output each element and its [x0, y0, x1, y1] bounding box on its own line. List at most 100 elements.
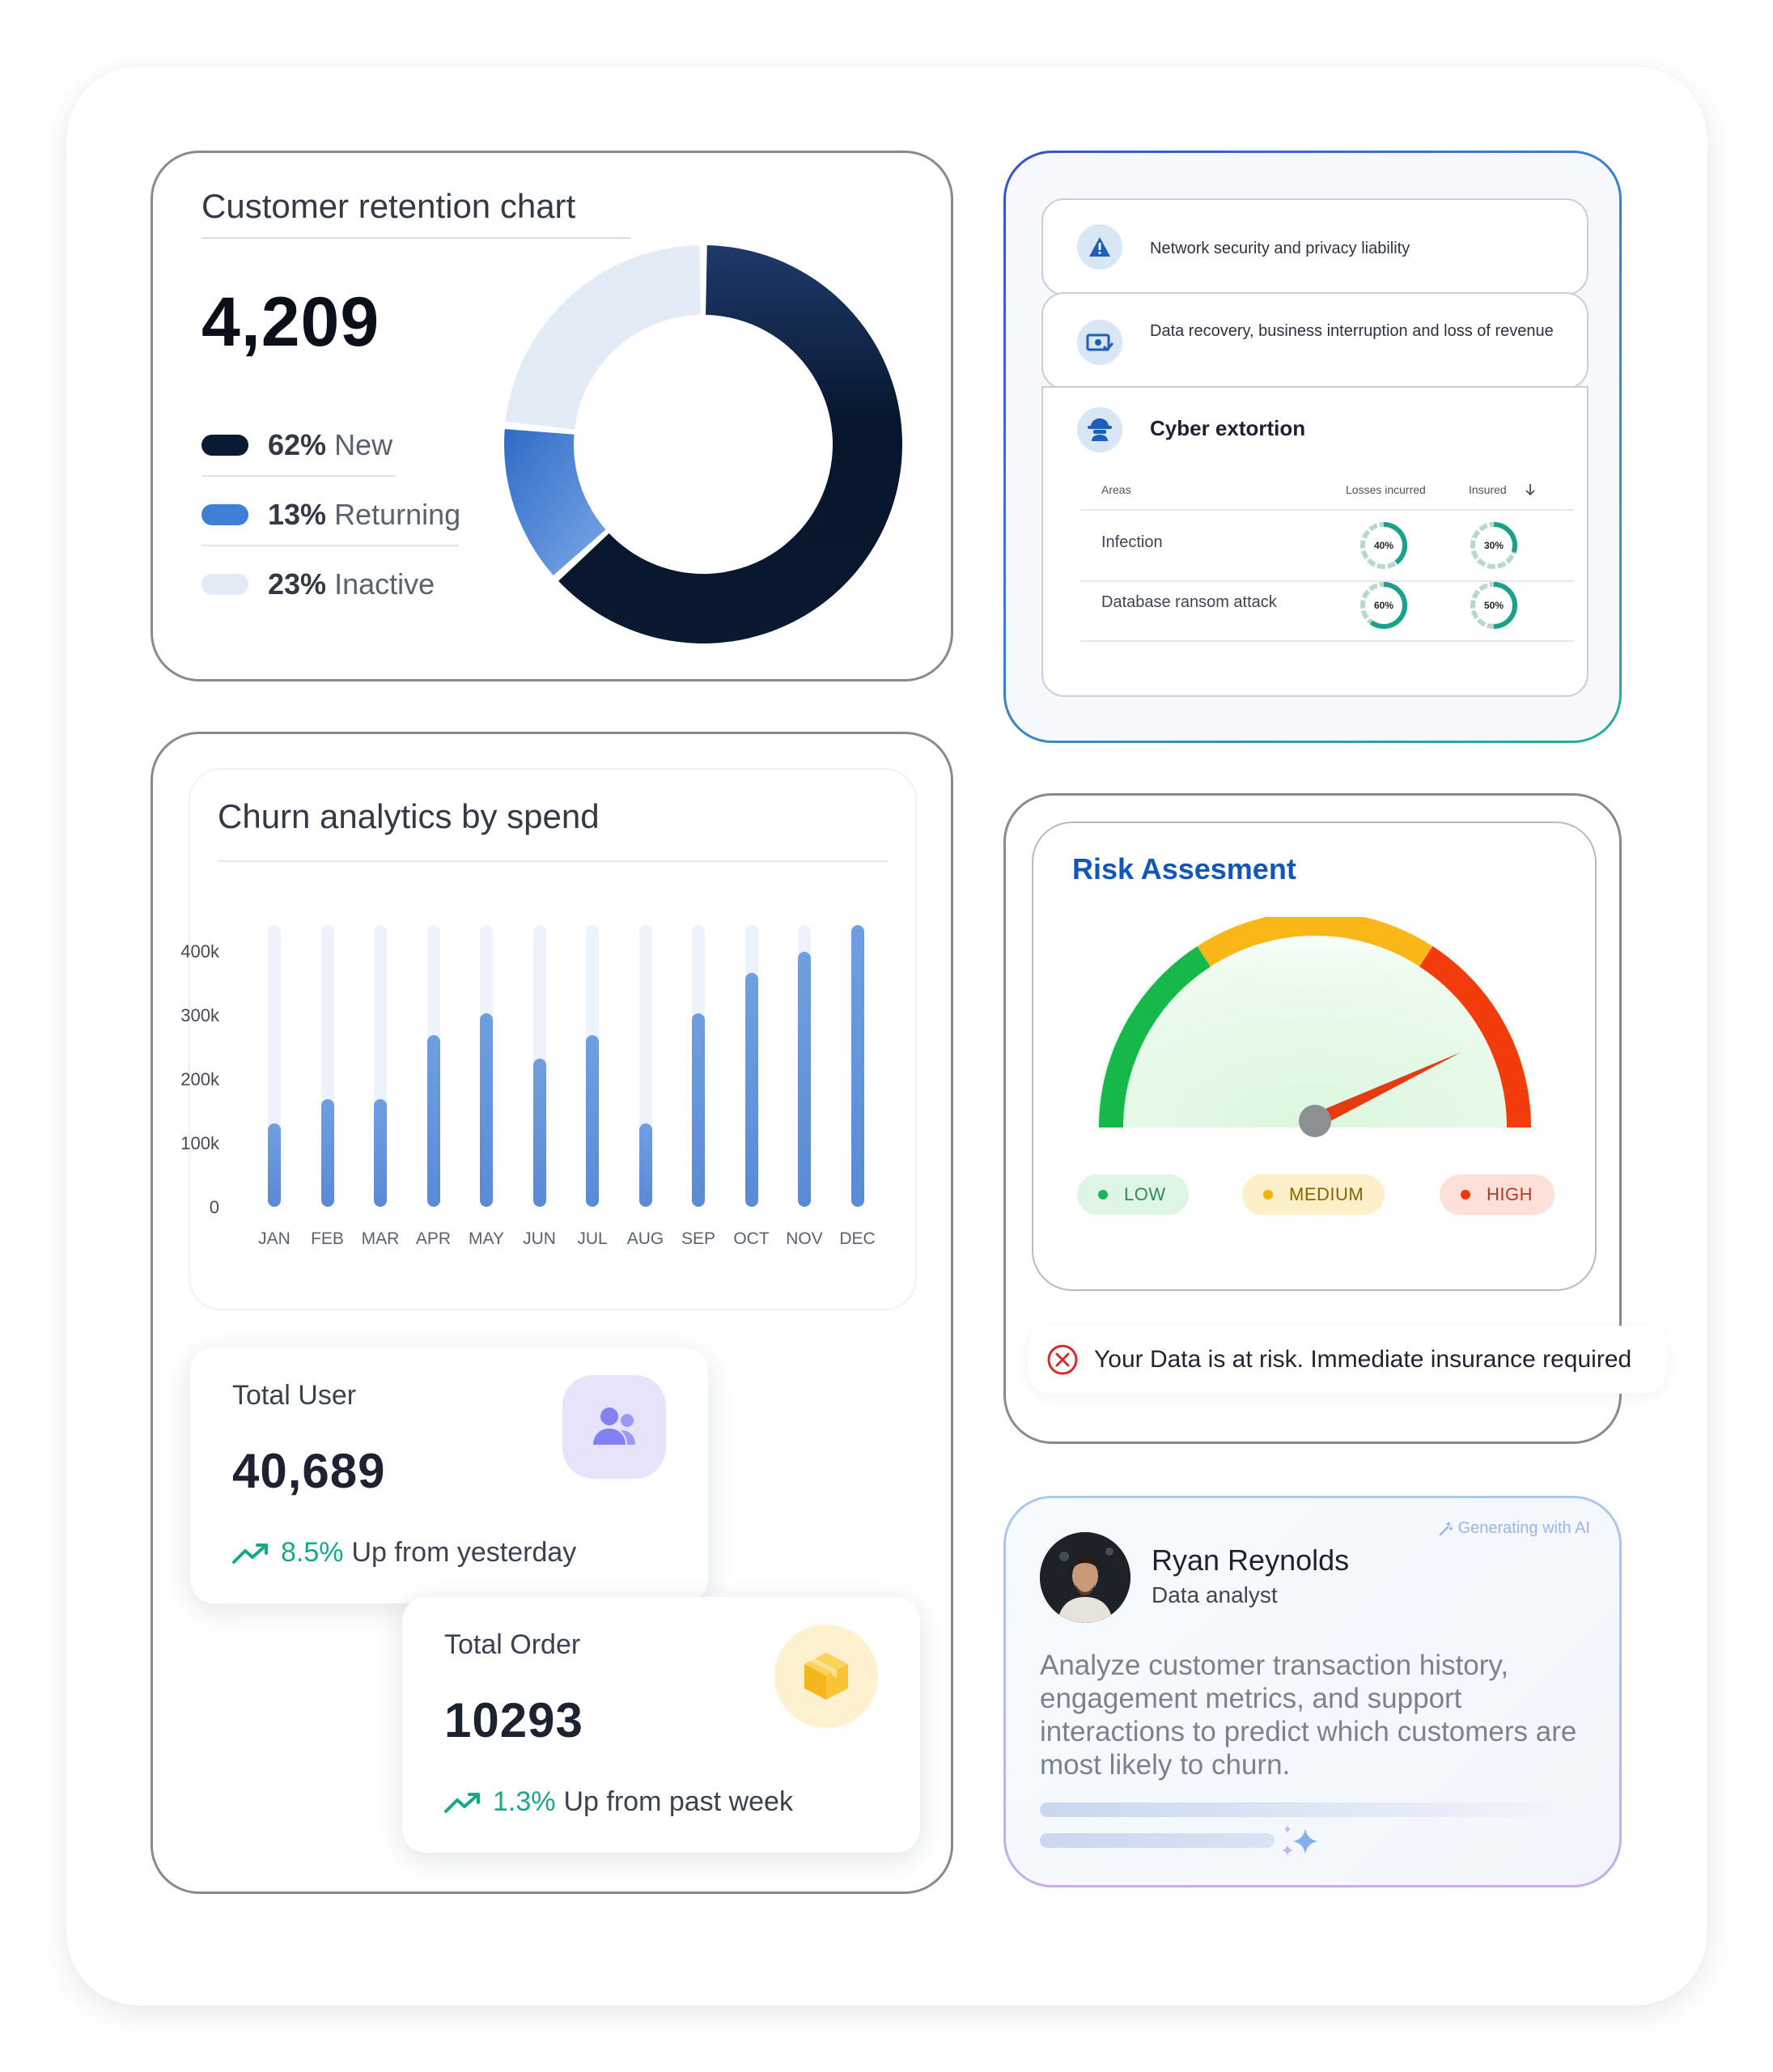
- hacker-icon: [1077, 407, 1122, 452]
- cyber-extortion-title: Cyber extortion: [1150, 416, 1306, 440]
- losses-ring: [1360, 582, 1407, 629]
- legend-new: 62% New: [201, 428, 392, 462]
- risk-title: Risk Assesment: [1072, 852, 1296, 885]
- loading-bar: [1040, 1833, 1275, 1848]
- money-check-icon: [1077, 320, 1122, 365]
- x-tick-label: NOV: [786, 1229, 823, 1248]
- col-header-areas: Areas: [1101, 483, 1131, 496]
- coverage-row-network[interactable]: Network security and privacy liability: [1041, 198, 1588, 295]
- bar-nov: [798, 952, 811, 1207]
- x-tick-label: JUN: [523, 1229, 556, 1248]
- area-name: Database ransom attack: [1101, 593, 1277, 611]
- legend-pct: 13%: [268, 498, 327, 531]
- legend-label: Inactive: [334, 567, 435, 601]
- total-order-trend: 1.3% Up from past week: [444, 1786, 793, 1818]
- ai-analyst-card: Generating with AI Ryan Reynolds Data an…: [1003, 1496, 1622, 1887]
- level-medium-pill: MEDIUM: [1242, 1174, 1385, 1215]
- retention-card: Customer retention chart 4,209 62% New 1…: [151, 151, 953, 681]
- legend-swatch: [201, 504, 248, 525]
- x-tick-label: DEC: [839, 1229, 876, 1248]
- churn-chart-panel: Churn analytics by spend 400k 300k 200k 100…: [180, 768, 918, 1312]
- error-circle-icon: [1047, 1344, 1078, 1375]
- bar-jun: [532, 1058, 546, 1207]
- coverage-row-label: Data recovery, business interruption and…: [1150, 322, 1554, 340]
- donut-segment-inactive: [505, 245, 701, 430]
- trend-up-icon: [232, 1543, 268, 1564]
- legend-label: New: [334, 428, 393, 461]
- x-tick-label: SEP: [681, 1229, 716, 1248]
- coverage-row-data-recovery[interactable]: Data recovery, business interruption and…: [1041, 292, 1588, 389]
- insured-value: 30%: [1483, 540, 1504, 551]
- churn-card: Churn analytics by spend 400k 300k 200k 100…: [151, 732, 953, 1894]
- total-order-card: Total Order 10293 1.3% Up from past week: [402, 1597, 920, 1853]
- x-tick-label: JAN: [258, 1229, 291, 1248]
- x-tick-label: OCT: [733, 1229, 770, 1248]
- y-tick-label: 0: [209, 1197, 219, 1217]
- level-label: LOW: [1124, 1184, 1166, 1204]
- churn-title: Churn analytics by spend: [218, 797, 888, 862]
- sparkle-icon: [1282, 1825, 1318, 1856]
- user-name: Ryan Reynolds: [1152, 1543, 1350, 1577]
- divider: [201, 475, 396, 477]
- insured-ring: [1470, 522, 1517, 569]
- donut-segment-new: [558, 245, 902, 643]
- x-tick-label: MAY: [469, 1229, 504, 1248]
- avatar: [1040, 1532, 1130, 1623]
- risk-panel: [1032, 822, 1597, 1291]
- retention-total: 4,209: [201, 283, 380, 361]
- total-user-label: Total User: [232, 1380, 357, 1411]
- bar-aug: [638, 1123, 652, 1207]
- losses-value: 40%: [1373, 540, 1394, 551]
- status-dot: [1263, 1190, 1273, 1199]
- legend-label: Returning: [334, 498, 461, 531]
- y-tick-label: 100k: [180, 1132, 219, 1153]
- bar-apr: [426, 1035, 440, 1207]
- sort-down-icon[interactable]: [1524, 482, 1537, 497]
- total-user-trend: 8.5% Up from yesterday: [232, 1537, 576, 1569]
- divider: [1080, 580, 1574, 582]
- legend-pct: 62%: [268, 428, 327, 461]
- trend-percent: 8.5%: [281, 1537, 344, 1568]
- ai-badge: Generating with AI: [1437, 1519, 1590, 1538]
- loading-bar: [1040, 1802, 1558, 1817]
- ai-prompt-text: Analyze customer transaction history, en…: [1040, 1650, 1577, 1781]
- alert-text: Your Data is at risk. Immediate insuranc…: [1094, 1346, 1632, 1373]
- x-tick-label: MAR: [361, 1229, 400, 1248]
- y-tick-label: 300k: [180, 1004, 219, 1025]
- warning-icon: [1077, 224, 1122, 270]
- risk-alert: Your Data is at risk. Immediate insuranc…: [1028, 1326, 1667, 1394]
- y-tick-label: 400k: [180, 940, 219, 962]
- donut-segment-returning: [504, 429, 606, 575]
- y-tick-label: 200k: [180, 1068, 219, 1089]
- bar-may: [480, 1013, 493, 1207]
- x-tick-label: AUG: [626, 1229, 664, 1248]
- total-order-label: Total Order: [444, 1629, 581, 1660]
- coverage-row-cyber-extortion[interactable]: Cyber extortion Areas Losses incurred In…: [1041, 386, 1588, 697]
- level-low-pill: LOW: [1077, 1174, 1189, 1215]
- risk-gauge: [1096, 917, 1533, 1137]
- status-dot: [1461, 1190, 1470, 1199]
- coverage-row-label: Network security and privacy liability: [1150, 240, 1410, 257]
- level-label: MEDIUM: [1289, 1184, 1364, 1204]
- divider: [1080, 509, 1574, 511]
- churn-bar-chart: 400k 300k 200k 100k 0 JAN FEB MAR APR MAY JUN JUL AU…: [180, 770, 918, 1312]
- cyber-coverage-card: Network security and privacy liability D…: [1003, 151, 1622, 743]
- magic-wand-icon: [1439, 1521, 1453, 1535]
- losses-value: 60%: [1373, 600, 1394, 611]
- box-icon: [774, 1624, 878, 1728]
- trend-percent: 1.3%: [493, 1786, 556, 1817]
- user-role: Data analyst: [1152, 1582, 1278, 1607]
- divider: [1080, 640, 1574, 642]
- users-icon: [562, 1375, 666, 1479]
- legend-pct: 23%: [268, 567, 327, 601]
- trend-text: Up from past week: [563, 1786, 793, 1817]
- bar-oct: [744, 973, 758, 1207]
- x-tick-label: FEB: [311, 1229, 344, 1248]
- col-header-insured[interactable]: Insured: [1469, 483, 1507, 496]
- ai-badge-text: Generating with AI: [1457, 1519, 1590, 1537]
- total-user-value: 40,689: [232, 1444, 386, 1498]
- bar-sep: [692, 1013, 705, 1207]
- trend-text: Up from yesterday: [351, 1537, 577, 1568]
- x-tick-label: APR: [415, 1229, 452, 1248]
- area-name: Infection: [1101, 533, 1163, 551]
